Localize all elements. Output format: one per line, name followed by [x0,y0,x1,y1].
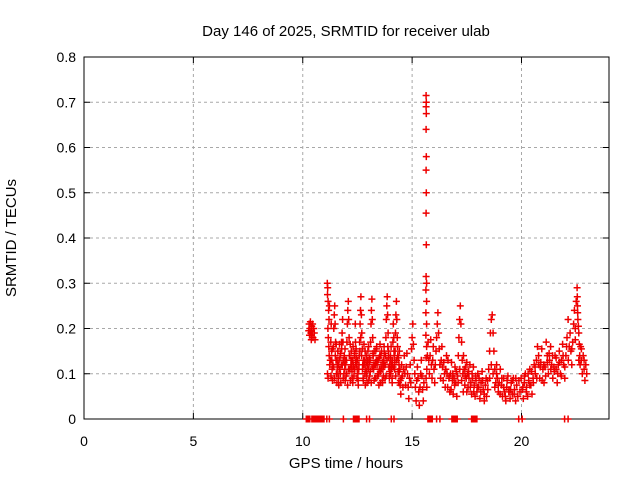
y-tick-label: 0.1 [57,366,77,382]
y-axis-label: SRMTID / TECUs [3,179,20,297]
x-tick-label: 20 [514,433,530,449]
x-tick-label: 15 [404,433,420,449]
grid-lines [84,57,609,419]
x-tick-label: 0 [80,433,88,449]
x-tick-label: 10 [295,433,311,449]
x-axis-label: GPS time / hours [289,455,403,472]
y-tick-label: 0.6 [57,140,77,156]
chart-title: Day 146 of 2025, SRMTID for receiver ula… [202,23,490,40]
y-tick-label: 0.3 [57,275,77,291]
y-tick-label: 0.7 [57,94,77,110]
y-tick-label: 0.8 [57,49,77,65]
y-tick-label: 0.2 [57,321,77,337]
tick-labels: 0 5 10 15 20 0 0.1 0.2 0.3 0.4 0.5 0.6 0.7 0.8 [57,49,530,449]
x-tick-label: 5 [189,433,197,449]
data-points [302,92,591,423]
y-tick-label: 0.4 [57,230,77,246]
y-tick-label: 0.5 [57,185,77,201]
y-tick-label: 0 [68,411,76,427]
